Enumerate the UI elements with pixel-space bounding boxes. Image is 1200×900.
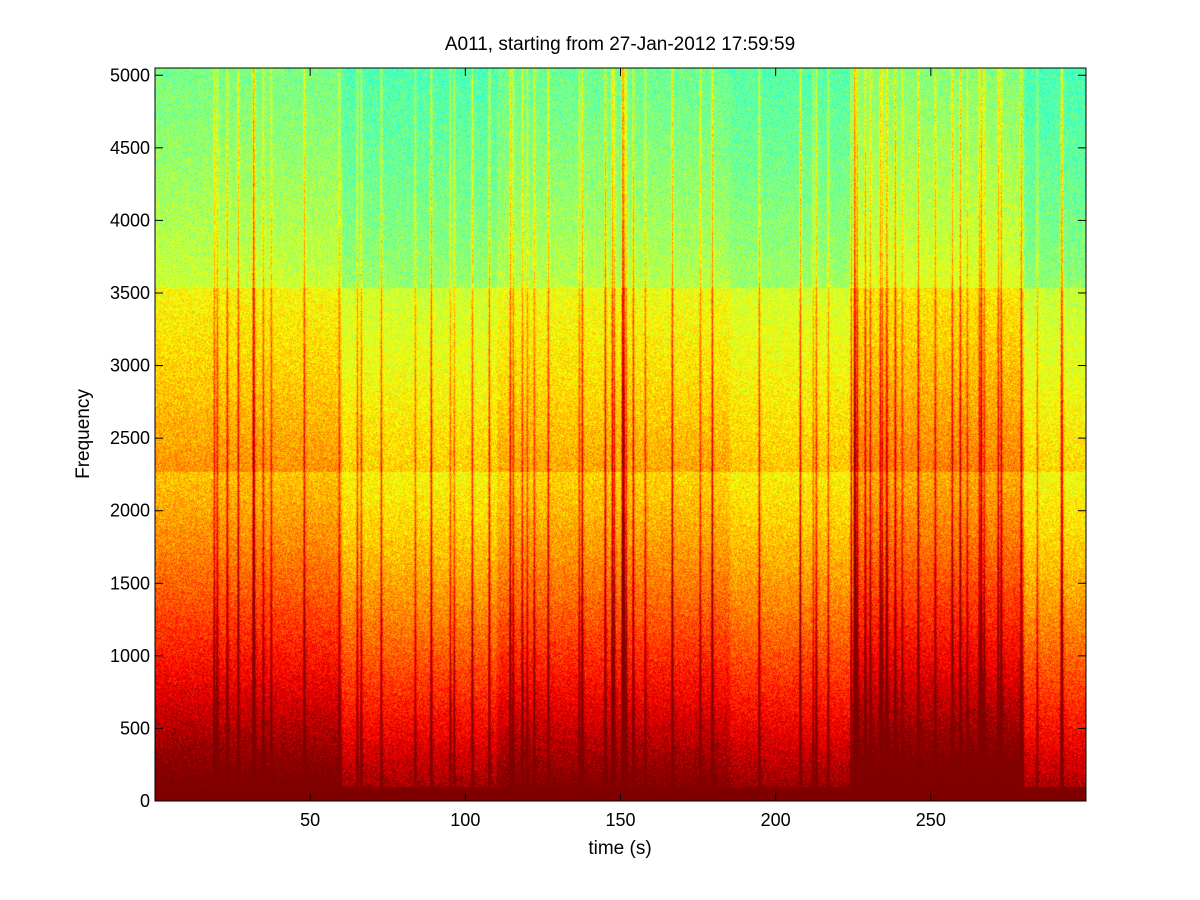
y-tick-label: 2500: [110, 428, 150, 448]
y-tick-label: 1000: [110, 646, 150, 666]
chart-title: A011, starting from 27-Jan-2012 17:59:59: [445, 34, 795, 55]
y-tick-label: 4000: [110, 210, 150, 230]
spectrogram-image: [155, 68, 1086, 801]
y-tick-label: 1500: [110, 573, 150, 593]
x-tick-label: 250: [916, 810, 946, 830]
y-tick-label: 4500: [110, 138, 150, 158]
x-tick-label: 50: [300, 810, 320, 830]
y-tick-label: 500: [120, 718, 150, 738]
x-tick-label: 200: [761, 810, 791, 830]
y-axis-title: Frequency: [73, 389, 94, 479]
x-axis-title: time (s): [588, 838, 651, 859]
plot-frame: [154, 67, 1087, 802]
x-axis-ticks: 50 100 150 200 250: [300, 68, 946, 830]
x-tick-label: 100: [450, 810, 480, 830]
y-tick-label: 5000: [110, 65, 150, 85]
y-tick-label: 3500: [110, 283, 150, 303]
y-tick-label: 0: [140, 791, 150, 811]
x-tick-label: 150: [605, 810, 635, 830]
y-axis-ticks: 0 500 1000 1500 2000 2500 3000 3500 4000 4500 5000: [110, 65, 1086, 811]
y-tick-label: 3000: [110, 356, 150, 376]
y-tick-label: 2000: [110, 501, 150, 521]
